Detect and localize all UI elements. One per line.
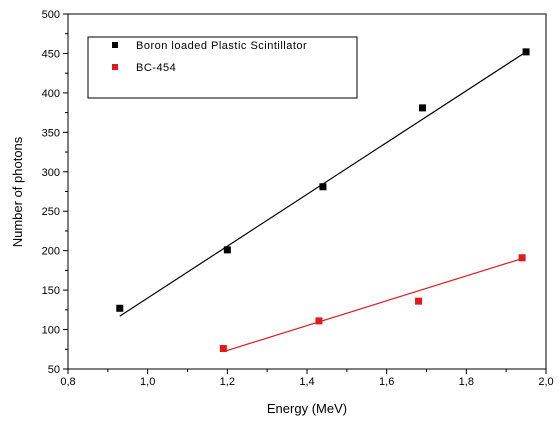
data-point-series-0 (319, 183, 327, 191)
x-tick-label: 1,8 (459, 376, 474, 388)
y-tick-label: 200 (42, 246, 60, 258)
legend: Boron loaded Plastic Scintillator BC-454 (87, 36, 358, 99)
legend-box (87, 36, 358, 99)
y-tick-label: 100 (42, 325, 60, 337)
y-tick-label: 350 (42, 127, 60, 139)
legend-marker-boron (112, 42, 118, 48)
y-axis-title: Number of photons (10, 136, 25, 247)
data-point-series-0 (522, 48, 530, 56)
y-tick-label: 450 (42, 48, 60, 60)
legend-label-boron: Boron loaded Plastic Scintillator (136, 40, 307, 52)
x-tick-label: 2,0 (538, 376, 553, 388)
x-tick-label: 0,8 (60, 376, 75, 388)
data-point-series-0 (223, 246, 231, 254)
data-point-series-0 (419, 104, 427, 112)
data-point-series-1 (315, 317, 323, 325)
x-tick-label: 1,2 (220, 376, 235, 388)
data-point-series-1 (219, 344, 227, 352)
x-axis-title: Energy (MeV) (267, 401, 347, 416)
y-tick-label: 250 (42, 206, 60, 218)
data-markers (116, 48, 530, 352)
legend-label-bc454: BC-454 (136, 62, 176, 74)
fit-line-series-1 (223, 257, 523, 353)
x-tick-label: 1,6 (379, 376, 394, 388)
x-tick-label: 1,4 (299, 376, 314, 388)
y-tick-label: 300 (42, 167, 60, 179)
axis-ticks: 0,8 1,0 1,2 1,4 1,6 1,8 2,0 50 100 150 200 250 300 35… (42, 9, 554, 388)
y-tick-label: 400 (42, 88, 60, 100)
y-tick-label: 50 (48, 364, 60, 376)
x-tick-label: 1,0 (140, 376, 155, 388)
legend-marker-bc454 (112, 64, 118, 70)
y-tick-label: 150 (42, 285, 60, 297)
data-point-series-1 (415, 297, 423, 305)
data-point-series-0 (116, 304, 124, 312)
data-point-series-1 (518, 254, 526, 262)
y-tick-label: 500 (42, 9, 60, 21)
